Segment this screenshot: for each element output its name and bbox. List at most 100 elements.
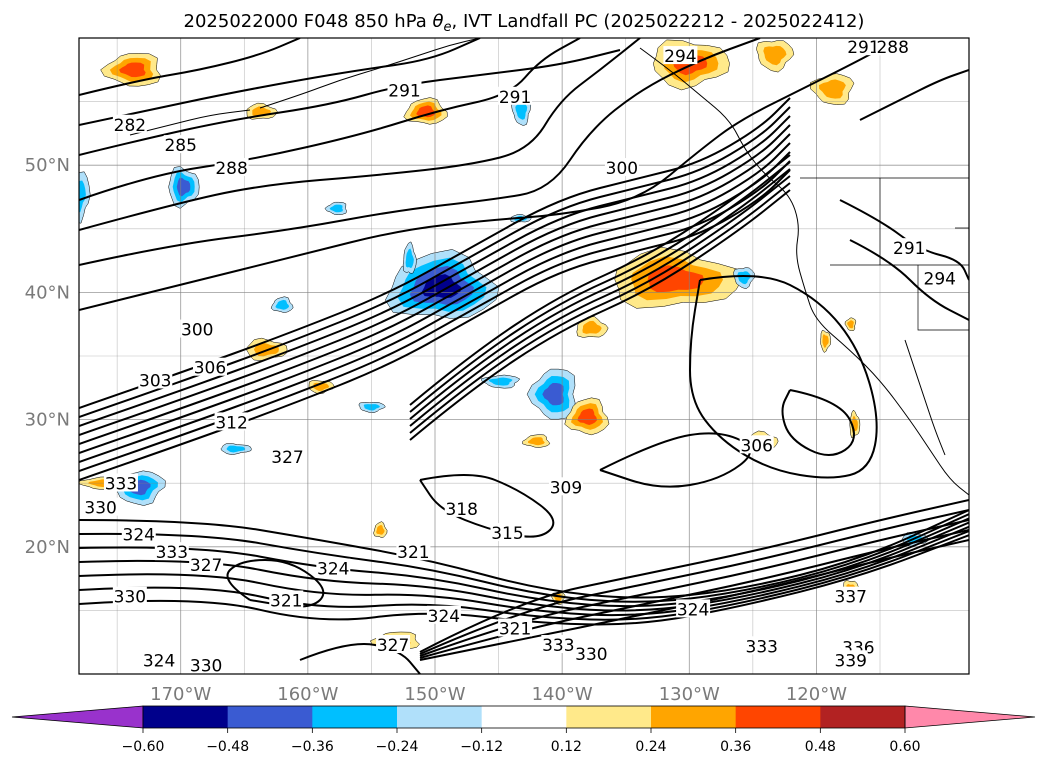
contour-label-bg: [541, 635, 576, 654]
anomaly-patch: [522, 434, 551, 448]
colorbar-bin: [143, 706, 229, 728]
anomaly-level: [79, 180, 86, 213]
longitude-tick-label: 130°W: [659, 684, 720, 705]
contour-label-bg: [426, 605, 461, 624]
colorbar-bin: [651, 706, 737, 728]
contour-label-bg: [112, 586, 147, 605]
theta-e-contour: [79, 151, 791, 463]
contour-label: 285: [164, 136, 196, 156]
anomaly-level: [176, 177, 191, 197]
theta-e-contour: [79, 38, 901, 311]
contour-label: 282: [114, 116, 146, 136]
theta-e-contour: [79, 133, 791, 445]
theta-e-contour: [859, 69, 969, 121]
contour-label: 324: [428, 607, 460, 627]
coastline: [259, 38, 481, 109]
contour-label: 291: [388, 81, 420, 101]
theta-e-contour: [419, 509, 969, 655]
contour-label-bg: [269, 590, 304, 609]
contour-label: 306: [194, 359, 226, 379]
theta-e-contour: [79, 38, 301, 96]
state-borders: [800, 177, 969, 331]
theta-e-contour: [299, 643, 421, 674]
anomaly-patch: [168, 166, 200, 209]
theta-e-contour: [79, 509, 969, 599]
contour-label: 330: [84, 499, 116, 519]
contour-label: 330: [575, 645, 607, 665]
longitude-tick-label: 120°W: [786, 684, 847, 705]
anomaly-patch: [324, 201, 347, 215]
colorbar-extend-high: [904, 705, 1036, 729]
anomaly-level: [515, 101, 528, 120]
anomaly-patch: [733, 267, 756, 290]
contour-label: 300: [181, 321, 213, 341]
theta-e-contour: [419, 499, 969, 653]
longitude-tick-label: 160°W: [277, 684, 338, 705]
colorbar-bin: [397, 706, 483, 728]
colorbar-bin: [735, 706, 821, 728]
contour-label-bg: [498, 86, 533, 105]
anomaly-level: [376, 524, 385, 535]
contour-label: 324: [677, 600, 709, 620]
anomaly-patch: [820, 329, 832, 353]
contour-label: 324: [123, 525, 155, 545]
contour-label-bg: [376, 635, 411, 654]
contour-label: 318: [445, 500, 477, 520]
anomaly-level: [822, 334, 829, 348]
anomaly-level: [275, 299, 289, 310]
contour-label: 330: [114, 588, 146, 608]
theta-e-contour: [409, 161, 791, 413]
colorbar-tick-label: 0.48: [805, 739, 836, 755]
contour-label-bg: [663, 46, 698, 65]
contour-label-bg: [103, 473, 138, 492]
anomaly-level: [847, 320, 854, 329]
longitude-tick-label: 170°W: [150, 684, 211, 705]
contour-label: 324: [143, 651, 175, 671]
theta-e-contour: [79, 38, 481, 126]
anomaly-patch: [844, 317, 857, 331]
latitude-tick-labels: 50°N 40°N 30°N 20°N: [25, 155, 70, 558]
contour-label: 300: [606, 159, 638, 179]
map-frame: [78, 37, 970, 675]
contour-label: 333: [542, 636, 574, 656]
lat-lon-grid: [79, 38, 969, 674]
longitude-tick-labels: 170°W 160°W 150°W 140°W 130°W 120°W: [150, 684, 847, 705]
contour-label-bg: [875, 38, 910, 56]
coastlines: [129, 38, 969, 496]
theta-e-contour: [79, 38, 761, 266]
contour-label-bg: [154, 542, 189, 561]
theta-e-contour: [689, 275, 878, 479]
latitude-tick-label: 30°N: [25, 410, 70, 431]
latitude-tick-label: 40°N: [25, 282, 70, 303]
colorbar-bin: [481, 706, 567, 728]
anomaly-patch: [526, 368, 576, 420]
contour-label: 294: [924, 270, 956, 290]
latitude-tick-label: 50°N: [25, 155, 70, 176]
contour-label-bg: [142, 650, 177, 669]
colorbar-extend-low: [11, 705, 144, 729]
anomaly-patch: [564, 397, 610, 436]
colorbar-bin: [227, 706, 313, 728]
theta-e-contour: [79, 513, 969, 603]
theta-e-contours: [79, 38, 969, 674]
coastline: [129, 109, 251, 136]
anomaly-patch: [358, 402, 386, 413]
contour-label-bg: [270, 446, 305, 465]
anomaly-level: [647, 265, 705, 293]
contour-label: 321: [270, 591, 302, 611]
contour-label-bg: [922, 268, 957, 287]
contour-label-bg: [83, 497, 118, 516]
anomaly-level: [737, 271, 751, 285]
theta-e-contour: [79, 142, 791, 454]
anomaly-level: [119, 62, 146, 78]
contour-label-bg: [121, 524, 156, 543]
anomaly-patch: [480, 374, 521, 389]
title-suffix: , IVT Landfall PC (2025022212 - 20250224…: [452, 11, 865, 32]
theta-e-contour: [409, 189, 791, 441]
theta-e-contour: [79, 115, 791, 427]
theta-e-contour: [79, 38, 581, 201]
colorbar-bin: [820, 706, 906, 728]
anomaly-patch: [756, 40, 795, 73]
contour-label: 339: [835, 651, 867, 671]
colorbar: −0.60 −0.48 −0.36 −0.24 −0.12 0.12 0.24 0.36 0.4…: [11, 705, 1036, 755]
